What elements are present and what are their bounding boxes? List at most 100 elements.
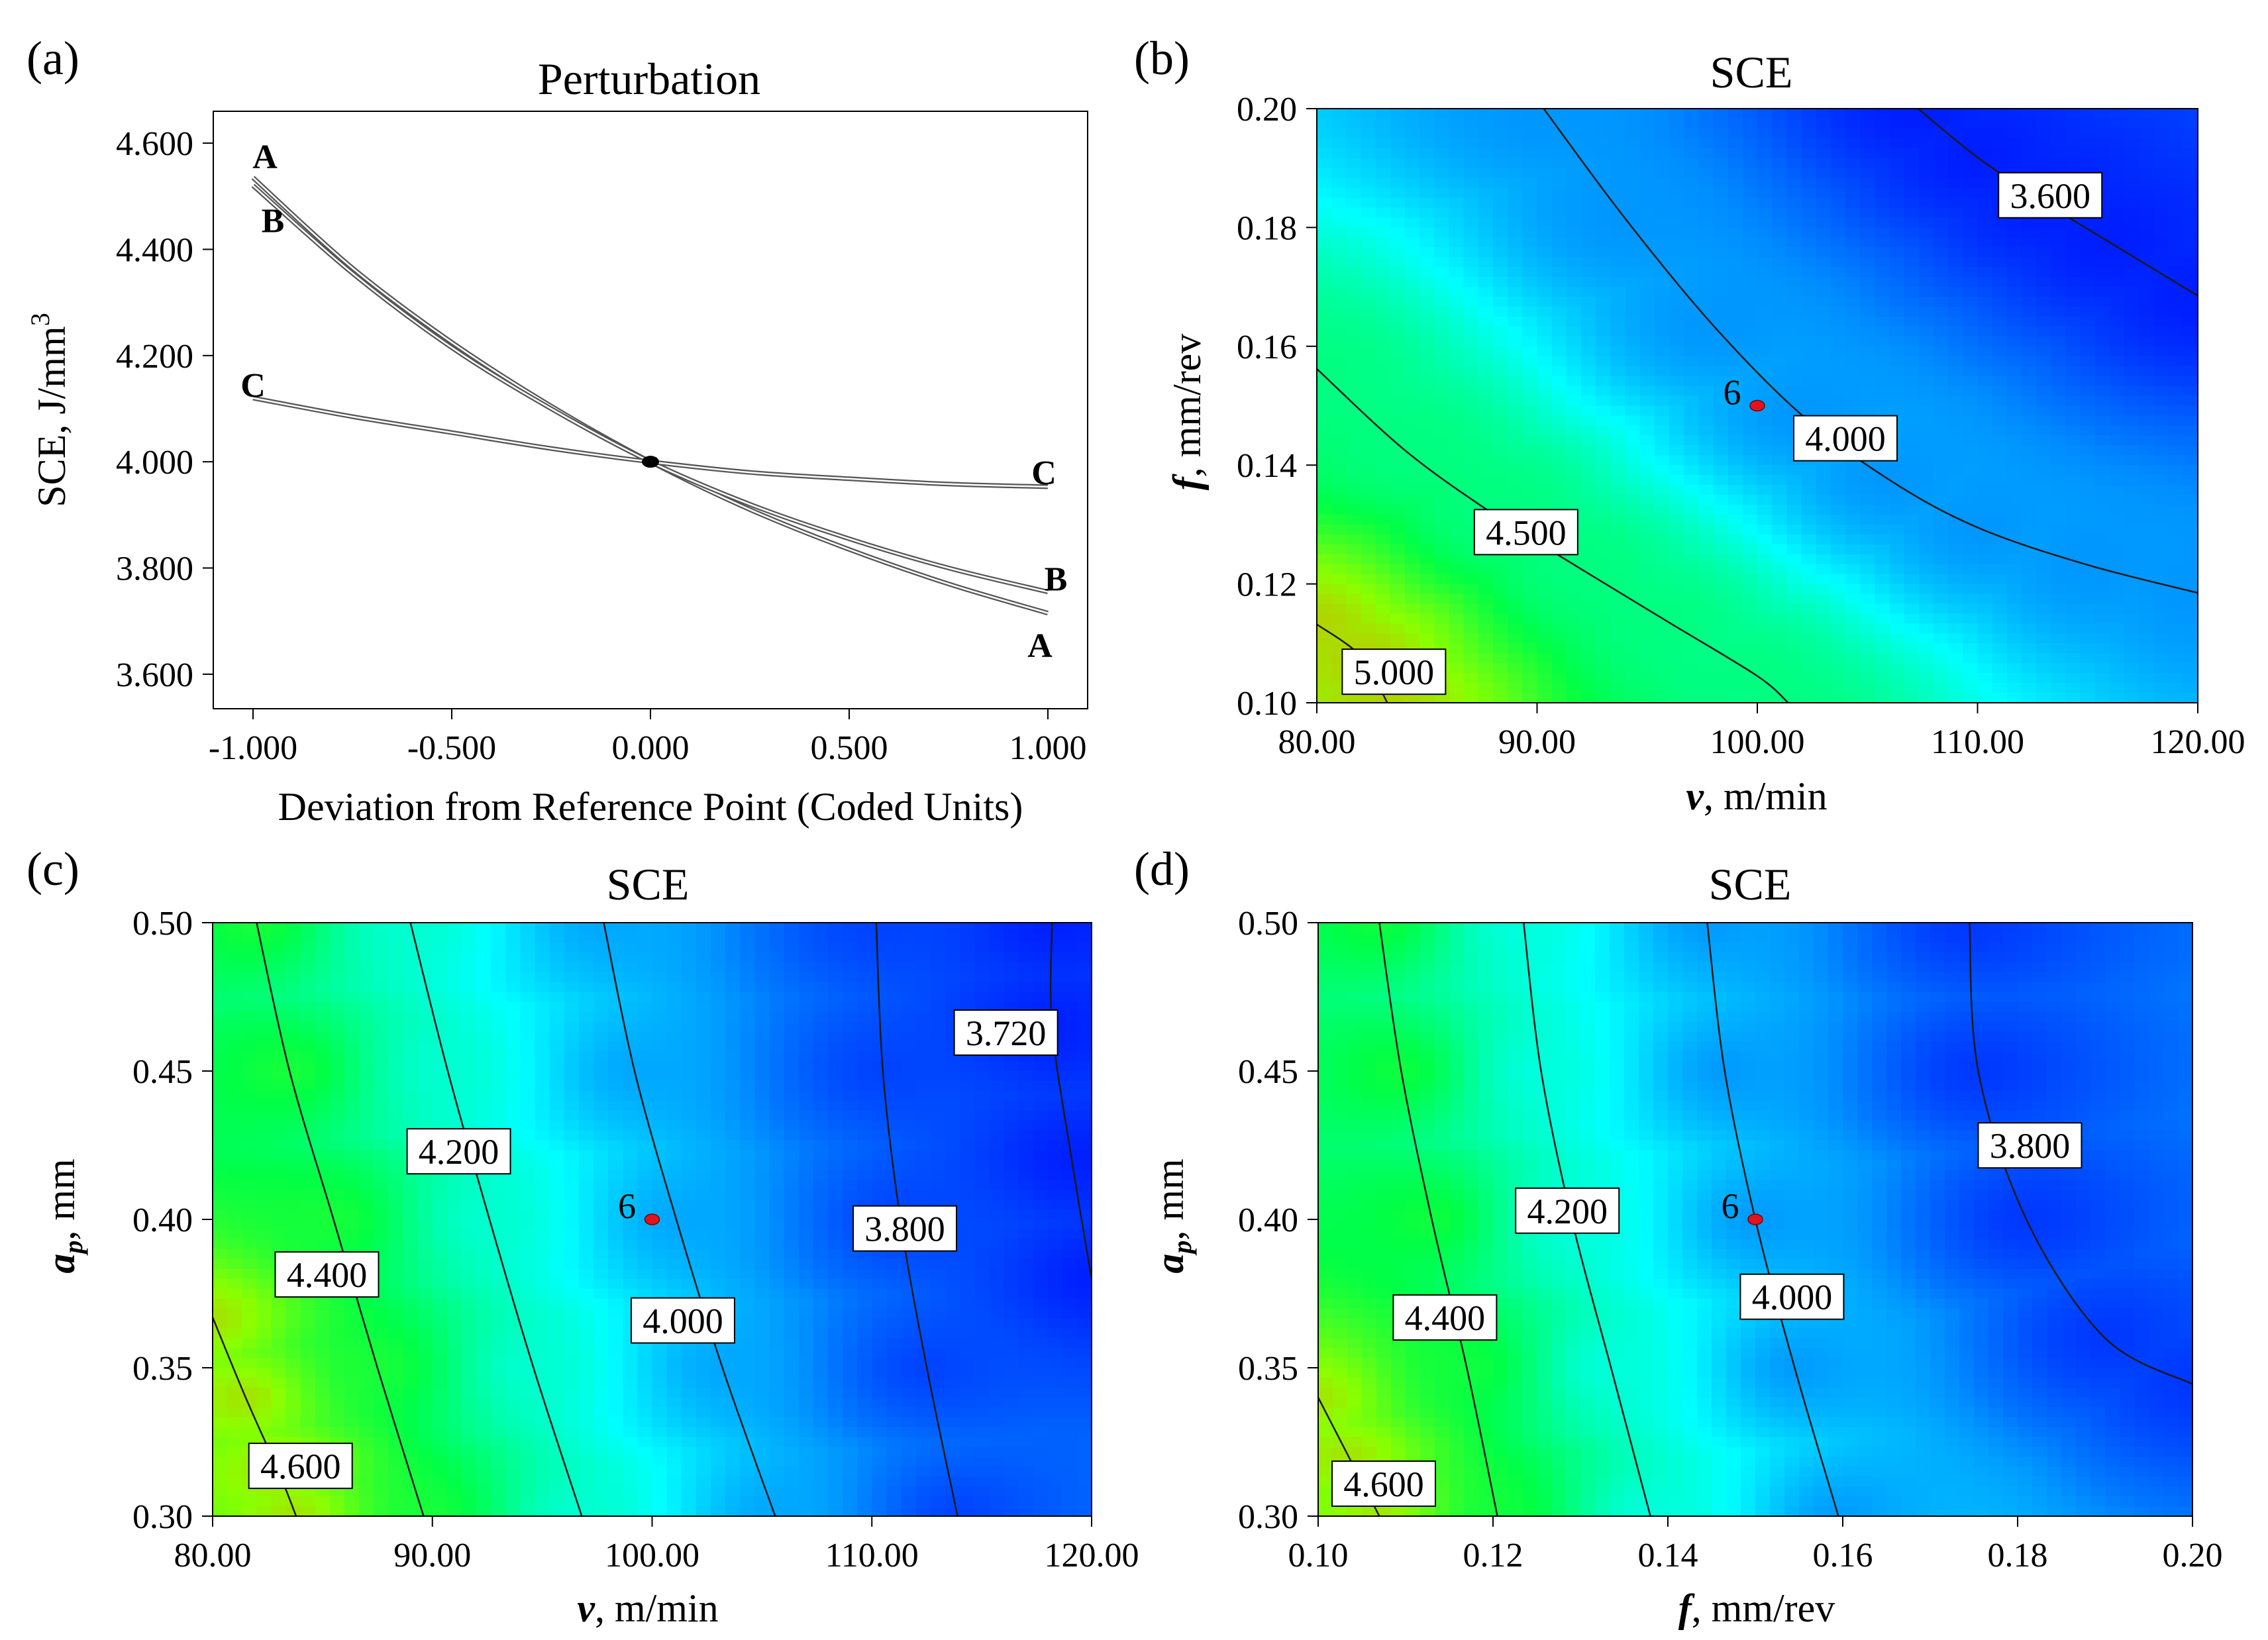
heatmap-cell <box>1963 187 1979 199</box>
heatmap-cell <box>476 1328 492 1339</box>
heatmap-cell <box>1639 326 1655 337</box>
heatmap-cell <box>462 962 478 973</box>
heatmap-cell <box>1449 603 1465 615</box>
heatmap-cell <box>242 932 258 943</box>
heatmap-cell <box>1816 109 1831 119</box>
heatmap-cell <box>1493 168 1509 179</box>
heatmap-cell <box>2183 158 2198 169</box>
heatmap-cell <box>1772 415 1788 427</box>
heatmap-cell <box>2153 307 2169 317</box>
heatmap-cell <box>1551 435 1567 446</box>
heatmap-cell <box>1816 217 1831 229</box>
heatmap-cell <box>344 1160 360 1171</box>
heatmap-cell <box>1742 227 1758 238</box>
heatmap-cell <box>1581 316 1597 327</box>
heatmap-cell <box>491 1090 507 1102</box>
heatmap-cell <box>1581 227 1597 238</box>
heatmap-cell <box>1596 376 1612 387</box>
heatmap-cell <box>2006 425 2022 436</box>
heatmap-cell <box>1845 326 1861 337</box>
heatmap-cell <box>1434 514 1450 525</box>
heatmap-cell <box>1463 267 1479 278</box>
heatmap-cell <box>1390 425 1406 436</box>
heatmap-cell <box>2110 693 2126 703</box>
heatmap-cell <box>1860 663 1876 674</box>
heatmap-cell <box>271 942 287 953</box>
heatmap-cell <box>1992 663 2008 674</box>
heatmap-cell <box>1669 465 1685 476</box>
heatmap-cell <box>1904 187 1920 199</box>
heatmap-cell <box>1317 118 1333 129</box>
heatmap-cell <box>1669 613 1685 625</box>
heatmap-cell <box>1508 287 1523 297</box>
heatmap-cell <box>1493 415 1509 427</box>
heatmap-cell <box>1933 297 1949 307</box>
heatmap-cell <box>227 1180 243 1191</box>
heatmap-cell <box>285 1387 301 1398</box>
heatmap-cell <box>1904 593 1920 605</box>
heatmap-cell <box>1977 376 1993 387</box>
heatmap-cell <box>2110 405 2126 417</box>
heatmap-cell <box>2022 128 2037 139</box>
heatmap-cell <box>1317 683 1333 693</box>
heatmap-cell <box>1639 148 1655 159</box>
heatmap-cell <box>1508 603 1523 615</box>
heatmap-cell <box>1889 237 1905 248</box>
heatmap-cell <box>403 1348 419 1358</box>
heatmap-cell <box>1948 257 1964 268</box>
heatmap-cell <box>1390 584 1406 595</box>
heatmap-cell <box>1772 544 1788 555</box>
heatmap-cell <box>359 1080 375 1092</box>
heatmap-cell <box>256 1200 272 1210</box>
heatmap-cell <box>2094 445 2110 456</box>
heatmap-cell <box>1845 148 1861 159</box>
heatmap-cell <box>1551 603 1567 615</box>
heatmap-cell <box>491 1387 507 1398</box>
heatmap-cell <box>2080 613 2096 625</box>
heatmap-cell <box>417 1338 433 1349</box>
heatmap-cell <box>374 1496 389 1507</box>
heatmap-cell <box>446 1080 462 1092</box>
heatmap-cell <box>388 1170 404 1181</box>
heatmap-cell <box>505 1200 521 1210</box>
heatmap-cell <box>1419 485 1435 495</box>
heatmap-cell <box>329 1417 345 1428</box>
heatmap-cell <box>1875 663 1890 674</box>
heatmap-cell <box>1331 128 1347 139</box>
heatmap-cell <box>1669 287 1685 297</box>
heatmap-cell <box>476 1268 492 1280</box>
heatmap-cell <box>1698 297 1714 307</box>
heatmap-cell <box>1845 138 1861 149</box>
heatmap-cell <box>1493 445 1509 456</box>
heatmap-cell <box>462 1278 478 1290</box>
heatmap-cell <box>505 1061 521 1072</box>
heatmap-cell <box>1508 633 1523 644</box>
heatmap-cell <box>315 1348 331 1358</box>
heatmap-cell <box>1669 405 1685 417</box>
heatmap-cell <box>1551 307 1567 317</box>
heatmap-cell <box>1830 307 1846 317</box>
heatmap-cell <box>2051 237 2067 248</box>
heatmap-cell <box>1478 623 1494 635</box>
heatmap-cell <box>374 1180 389 1191</box>
heatmap-cell <box>1449 277 1465 287</box>
heatmap-cell <box>446 1288 462 1300</box>
heatmap-cell <box>227 1258 243 1270</box>
heatmap-cell <box>271 992 287 1003</box>
heatmap-cell <box>2110 673 2126 684</box>
heatmap-cell <box>432 1318 448 1329</box>
heatmap-cell <box>2124 405 2140 417</box>
heatmap-cell <box>2036 475 2052 486</box>
heatmap-cell <box>1992 395 2008 407</box>
heatmap-cell <box>285 1021 301 1033</box>
heatmap-cell <box>1875 534 1890 545</box>
heatmap-cell <box>1904 197 1920 209</box>
heatmap-cell <box>2080 376 2096 387</box>
heatmap-cell <box>1419 336 1435 347</box>
heatmap-cell <box>2094 385 2110 397</box>
heatmap-cell <box>2022 435 2037 446</box>
heatmap-cell <box>1375 693 1391 703</box>
heatmap-cell <box>1801 197 1817 209</box>
heatmap-cell <box>1566 346 1582 357</box>
heatmap-cell <box>1669 445 1685 456</box>
